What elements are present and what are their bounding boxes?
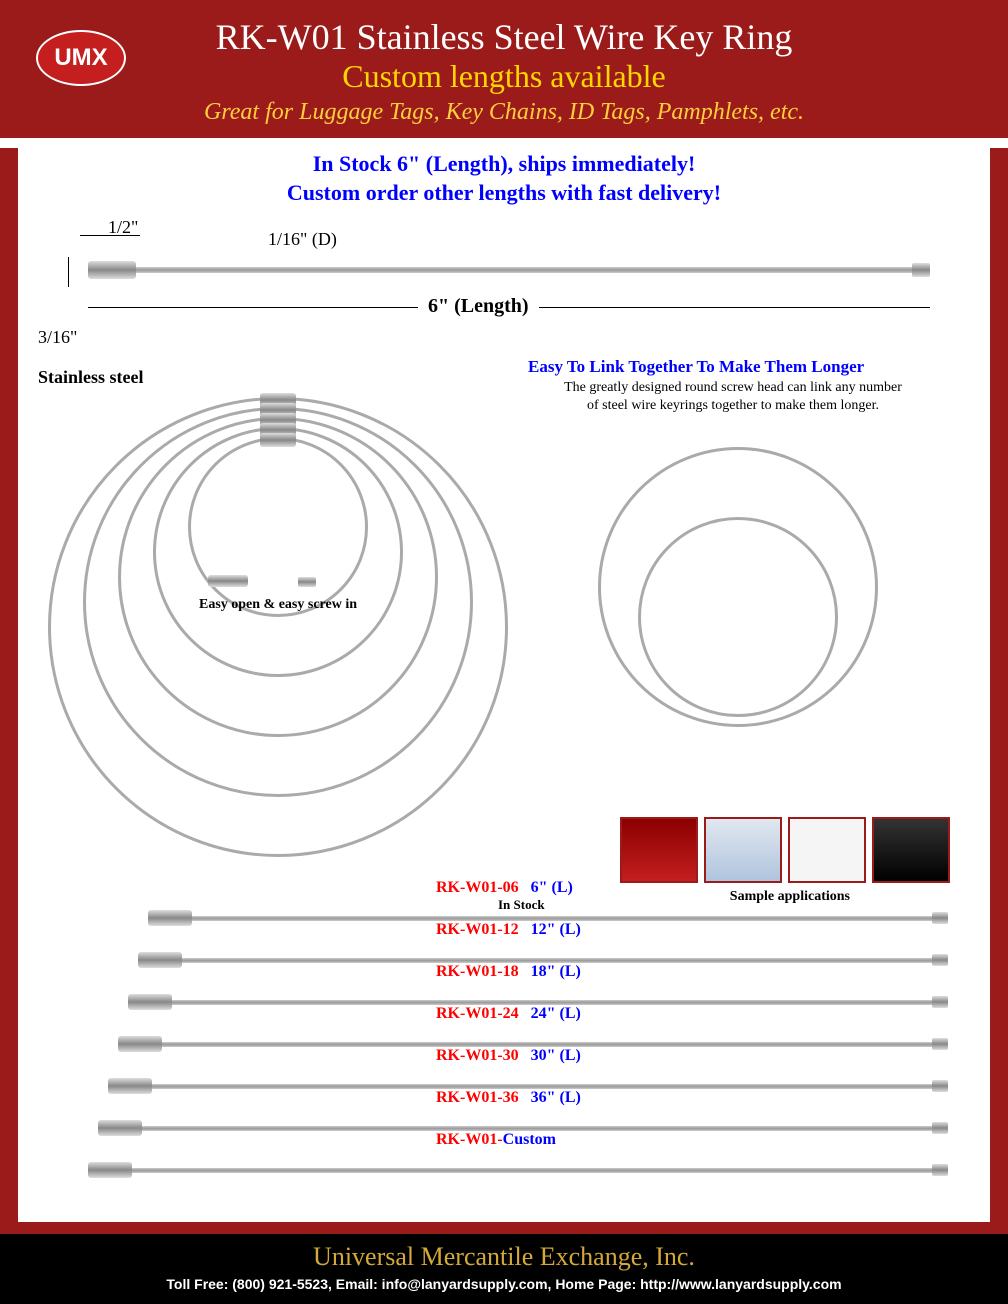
variant-label: RK-W01-12 12" (L): [428, 921, 589, 939]
variant-label: RK-W01-30 30" (L): [428, 1047, 589, 1065]
linked-ring-1: [638, 517, 838, 717]
dimension-diagram: 1/2" 1/16" (D) 3/16" 6" (Length): [38, 217, 970, 357]
variant-connector-right: [932, 996, 948, 1008]
variant-wire: [128, 1000, 948, 1005]
contact-info: Toll Free: (800) 921-5523, Email: info@l…: [0, 1276, 1008, 1292]
stock-notice: In Stock 6" (Length), ships immediately!…: [38, 150, 970, 207]
variant-label: RK-W01-Custom: [428, 1131, 564, 1149]
variant-connector-right: [932, 912, 948, 924]
variant-wire: [108, 1084, 948, 1089]
thumb-pamphlet: [704, 817, 782, 883]
product-title: RK-W01 Stainless Steel Wire Key Ring: [0, 16, 1008, 58]
variant-connector-left: [128, 994, 172, 1010]
connector-tip: [912, 263, 930, 277]
stock-line2: Custom order other lengths with fast del…: [38, 179, 970, 208]
header: UMX RK-W01 Stainless Steel Wire Key Ring…: [0, 0, 1008, 138]
variant-wire: [88, 1168, 948, 1173]
thumb-luggage: [620, 817, 698, 883]
variant-wire: [148, 916, 948, 921]
variant-row: RK-W01-Custom: [88, 1149, 948, 1191]
link-desc-2: of steel wire keyrings together to make …: [587, 398, 879, 413]
dim-diameter: 1/16" (D): [268, 229, 337, 250]
footer: Universal Mercantile Exchange, Inc. Toll…: [0, 1234, 1008, 1304]
company-name: Universal Mercantile Exchange, Inc.: [0, 1242, 1008, 1272]
link-desc-1: The greatly designed round screw head ca…: [564, 380, 902, 395]
connector-barrel: [88, 261, 136, 279]
link-together-desc: The greatly designed round screw head ca…: [518, 379, 948, 415]
ring-connector-4: [260, 433, 296, 447]
dim-length: 6" (Length): [418, 295, 539, 318]
thumb-bag: [872, 817, 950, 883]
variant-wire: [138, 958, 948, 963]
variant-label: RK-W01-24 24" (L): [428, 1005, 589, 1023]
variant-connector-left: [148, 910, 192, 926]
variant-label: RK-W01-18 18" (L): [428, 963, 589, 981]
stock-line1: In Stock 6" (Length), ships immediately!: [38, 150, 970, 179]
variant-connector-right: [932, 1038, 948, 1050]
variant-connector-right: [932, 1080, 948, 1092]
border-right: [990, 148, 1008, 1234]
variant-connector-right: [932, 1164, 948, 1176]
variant-connector-right: [932, 1122, 948, 1134]
easy-open-label: Easy open & easy screw in: [193, 597, 363, 613]
rings-diagram: Stainless steel Easy open & easy screw i…: [38, 357, 970, 897]
wire-line: [88, 267, 930, 273]
width-arrow: [80, 235, 140, 236]
variant-wire: [98, 1126, 948, 1131]
variant-connector-left: [118, 1036, 162, 1052]
main-content: In Stock 6" (Length), ships immediately!…: [18, 138, 990, 1201]
subtitle-uses: Great for Luggage Tags, Key Chains, ID T…: [0, 99, 1008, 126]
center-connector-left: [208, 575, 248, 587]
variant-connector-left: [98, 1120, 142, 1136]
subtitle-custom: Custom lengths available: [0, 58, 1008, 95]
link-together-title: Easy To Link Together To Make Them Longe…: [528, 357, 864, 377]
dim-height: 3/16": [38, 327, 77, 348]
center-connector-right: [298, 577, 316, 587]
thumb-keychain: [788, 817, 866, 883]
ring-4: [188, 437, 368, 617]
border-bottom: [0, 1222, 1008, 1234]
variant-connector-left: [138, 952, 182, 968]
in-stock-label: In Stock: [498, 897, 545, 913]
border-left: [0, 148, 18, 1234]
height-arrow: [68, 257, 69, 287]
sample-thumbnails: [620, 817, 950, 883]
variant-wire: [118, 1042, 948, 1047]
variant-label: RK-W01-06 6" (L): [428, 879, 581, 897]
variant-connector-right: [932, 954, 948, 966]
variant-label: RK-W01-36 36" (L): [428, 1089, 589, 1107]
umx-logo: UMX: [36, 30, 126, 86]
variant-connector-left: [88, 1162, 132, 1178]
variant-connector-left: [108, 1078, 152, 1094]
stainless-label: Stainless steel: [38, 367, 144, 388]
variant-list: RK-W01-06 6" (L)In StockRK-W01-12 12" (L…: [38, 897, 970, 1191]
